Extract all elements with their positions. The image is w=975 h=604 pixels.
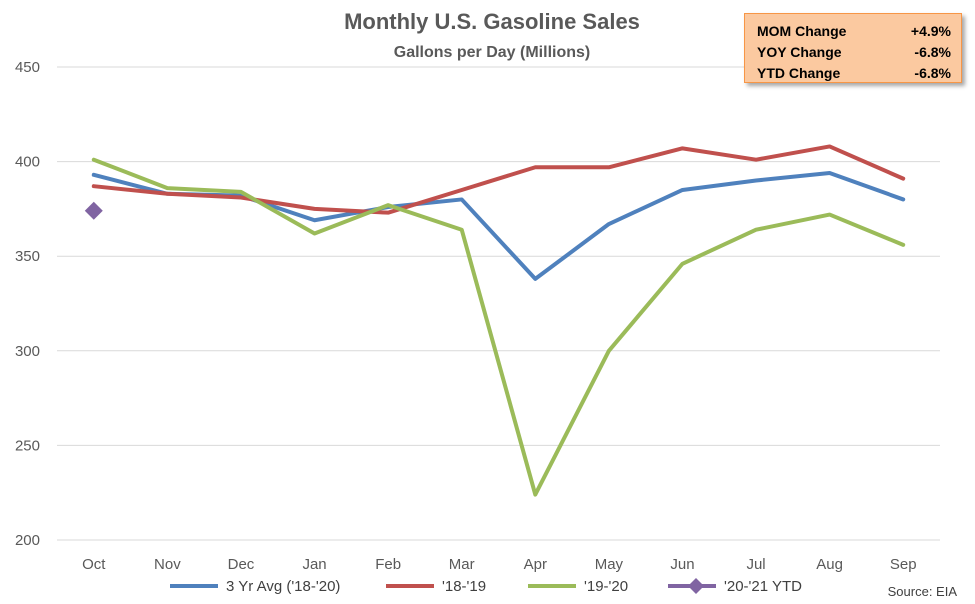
y-tick-label: 200 xyxy=(15,532,40,549)
chart-title: Monthly U.S. Gasoline Sales xyxy=(344,9,640,34)
kpi-summary-box: MOM Change +4.9% YOY Change -6.8% YTD Ch… xyxy=(744,13,962,83)
kpi-value: +4.9% xyxy=(910,23,951,39)
x-tick-label: Mar xyxy=(449,556,475,573)
x-tick-label: Dec xyxy=(228,556,255,573)
legend: 3 Yr Avg ('18-'20) '18-'19 '19-'20 '20-'21 … xyxy=(170,578,802,595)
kpi-label: YTD Change xyxy=(757,65,841,81)
series-2 xyxy=(91,157,906,497)
kpi-row-mom: MOM Change +4.9% xyxy=(757,21,951,42)
kpi-label: MOM Change xyxy=(757,23,847,39)
data-point xyxy=(84,201,103,220)
y-tick-label: 350 xyxy=(15,248,40,265)
y-tick-label: 450 xyxy=(15,59,40,76)
x-tick-label: May xyxy=(595,556,624,573)
chart-subtitle: Gallons per Day (Millions) xyxy=(394,44,590,61)
x-tick-label: Feb xyxy=(375,556,401,573)
legend-item: 3 Yr Avg ('18-'20) xyxy=(170,578,340,595)
y-tick-label: 400 xyxy=(15,154,40,171)
kpi-label: YOY Change xyxy=(757,44,842,60)
legend-marker xyxy=(688,578,704,594)
y-axis: 200 250 300 350 400 450 xyxy=(15,59,40,549)
y-tick-label: 300 xyxy=(15,343,40,360)
x-tick-label: Jul xyxy=(746,556,765,573)
kpi-value: -6.8% xyxy=(914,65,951,81)
legend-item: '18-'19 xyxy=(386,578,486,595)
x-axis: Oct Nov Dec Jan Feb Mar Apr May Jun Jul Aug Sep xyxy=(82,556,916,573)
legend-label: '19-'20 xyxy=(584,578,628,595)
kpi-row-ytd: YTD Change -6.8% xyxy=(757,63,951,84)
legend-label: '20-'21 YTD xyxy=(724,578,802,595)
x-tick-label: Oct xyxy=(82,556,106,573)
series-line xyxy=(91,157,906,497)
x-tick-label: Nov xyxy=(154,556,181,573)
gridlines xyxy=(57,66,940,541)
x-tick-label: Aug xyxy=(816,556,843,573)
legend-label: 3 Yr Avg ('18-'20) xyxy=(226,578,340,595)
series-3 xyxy=(84,201,103,220)
x-tick-label: Jan xyxy=(302,556,326,573)
series-1 xyxy=(91,144,906,215)
legend-item: '20-'21 YTD xyxy=(668,578,802,595)
legend-label: '18-'19 xyxy=(442,578,486,595)
x-tick-label: Jun xyxy=(670,556,694,573)
legend-item: '19-'20 xyxy=(528,578,628,595)
x-tick-label: Apr xyxy=(524,556,547,573)
y-tick-label: 250 xyxy=(15,437,40,454)
kpi-value: -6.8% xyxy=(914,44,951,60)
series-line xyxy=(91,144,906,215)
series-layer xyxy=(84,144,906,497)
source-note: Source: EIA xyxy=(888,584,958,599)
x-tick-label: Sep xyxy=(890,556,917,573)
kpi-row-yoy: YOY Change -6.8% xyxy=(757,42,951,63)
